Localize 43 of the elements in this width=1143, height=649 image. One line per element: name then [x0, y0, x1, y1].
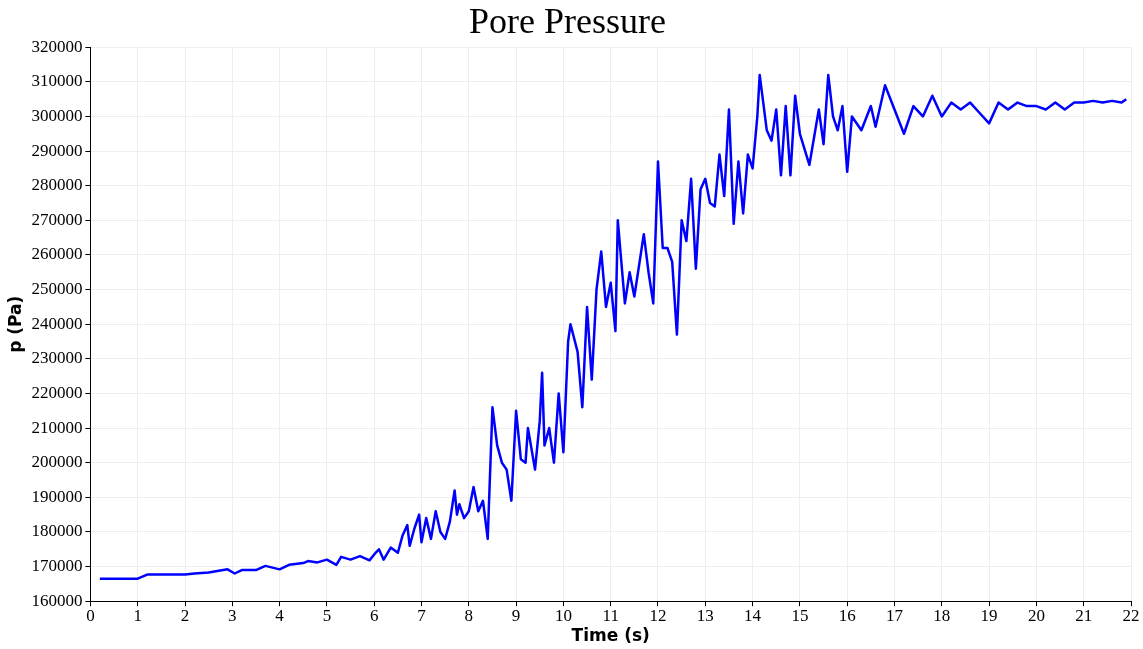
y-tick-label: 210000: [31, 417, 83, 437]
y-tick-label: 220000: [31, 382, 83, 402]
x-tick-label: 1: [133, 605, 142, 625]
x-tick-label: 11: [602, 605, 619, 625]
x-axis-title: Time (s): [571, 625, 650, 646]
x-tick-label: 15: [791, 605, 809, 625]
y-tick-label: 160000: [31, 590, 83, 610]
x-tick-label: 9: [511, 605, 521, 625]
y-tick-label: 200000: [31, 452, 83, 472]
x-tick-label: 6: [369, 605, 379, 625]
y-tick-label: 280000: [31, 175, 83, 195]
x-tick-label: 8: [464, 605, 474, 625]
x-tick-label: 4: [275, 605, 285, 625]
y-tick-label: 230000: [31, 348, 83, 368]
y-tick-label: 270000: [31, 209, 83, 229]
y-tick-label: 290000: [31, 140, 83, 160]
chart-title: Pore Pressure: [469, 1, 666, 42]
x-tick-label: 14: [744, 605, 762, 625]
y-tick-label: 310000: [31, 71, 83, 91]
x-tick-label: 10: [554, 605, 572, 625]
y-tick-label: 300000: [31, 105, 83, 125]
x-tick-label: 0: [86, 605, 95, 625]
y-tick-label: 250000: [31, 279, 83, 299]
x-tick-label: 16: [838, 605, 856, 625]
y-tick-label: 240000: [31, 313, 83, 333]
y-axis-title: p (Pa): [4, 295, 25, 353]
y-tick-label: 260000: [31, 244, 83, 264]
x-tick-label: 19: [980, 605, 998, 625]
x-tick-label: 20: [1027, 605, 1045, 625]
x-tick-label: 21: [1075, 605, 1093, 625]
y-tick-label: 320000: [31, 36, 83, 56]
x-tick-label: 7: [417, 605, 427, 625]
x-tick-label: 12: [649, 605, 667, 625]
y-tick-label: 190000: [31, 486, 83, 506]
x-tick-label: 2: [180, 605, 190, 625]
y-tick-label: 170000: [31, 556, 83, 576]
x-tick-label: 3: [228, 605, 237, 625]
x-tick-label: 13: [696, 605, 714, 625]
x-tick-label: 5: [322, 605, 332, 625]
x-tick-label: 18: [933, 605, 951, 625]
x-tick-label: 22: [1122, 605, 1140, 625]
y-tick-label: 180000: [31, 521, 83, 541]
x-tick-label: 17: [886, 605, 904, 625]
